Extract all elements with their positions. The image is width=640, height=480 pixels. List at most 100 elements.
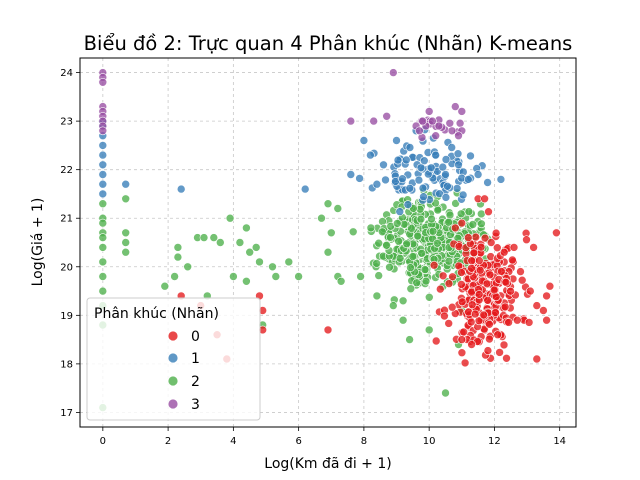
scatter-point-1	[359, 136, 369, 145]
scatter-point-1	[372, 179, 382, 189]
scatter-point-1	[98, 160, 108, 170]
scatter-point-0	[444, 319, 454, 328]
y-tick-label: 21	[60, 214, 73, 225]
scatter-point-2	[398, 315, 408, 325]
scatter-point-2	[468, 220, 478, 229]
scatter-point-0	[474, 290, 484, 299]
scatter-point-2	[216, 238, 225, 247]
scatter-point-2	[412, 278, 422, 288]
scatter-point-0	[429, 260, 439, 270]
scatter-point-2	[242, 276, 251, 286]
scatter-point-1	[458, 190, 468, 200]
scatter-point-2	[427, 214, 436, 224]
scatter-point-1	[355, 174, 364, 183]
scatter-point-0	[489, 285, 499, 295]
scatter-point-2	[271, 272, 281, 281]
scatter-point-1	[441, 155, 451, 164]
legend-label-3: 3	[191, 397, 200, 413]
scatter-point-2	[356, 272, 365, 281]
scatter-point-3	[447, 126, 457, 136]
scatter-point-2	[395, 253, 405, 263]
scatter-point-2	[451, 199, 460, 208]
scatter-point-0	[444, 279, 454, 288]
scatter-point-0	[522, 235, 531, 244]
scatter-point-3	[450, 102, 460, 111]
scatter-point-0	[542, 291, 551, 301]
scatter-point-2	[406, 284, 416, 294]
scatter-point-3	[98, 126, 108, 136]
x-tick-label: 14	[553, 436, 566, 447]
legend-title: Phân khúc (Nhãn)	[94, 306, 219, 322]
scatter-point-2	[444, 217, 453, 227]
scatter-point-2	[245, 247, 254, 257]
scatter-point-0	[482, 279, 492, 289]
scatter-point-2	[444, 256, 454, 266]
scatter-point-0	[480, 194, 489, 204]
scatter-point-3	[434, 121, 444, 131]
scatter-point-1	[463, 175, 473, 184]
scatter-point-0	[457, 218, 467, 228]
scatter-point-0	[492, 243, 502, 252]
scatter-point-0	[499, 340, 509, 350]
scatter-point-1	[392, 136, 401, 145]
scatter-point-0	[431, 336, 441, 346]
scatter-point-2	[424, 292, 434, 302]
scatter-point-1	[454, 160, 463, 170]
scatter-point-0	[552, 228, 561, 238]
scatter-point-2	[374, 271, 384, 280]
scatter-point-2	[392, 219, 402, 228]
scatter-point-0	[474, 256, 484, 265]
scatter-point-1	[98, 189, 108, 199]
scatter-point-2	[160, 281, 170, 291]
x-tick-label: 0	[100, 436, 106, 447]
x-tick-label: 4	[230, 436, 236, 447]
scatter-point-1	[393, 155, 403, 165]
scatter-point-2	[424, 325, 434, 335]
scatter-point-2	[170, 272, 179, 281]
scatter-point-1	[466, 151, 475, 161]
scatter-point-3	[445, 119, 455, 128]
scatter-point-1	[435, 189, 444, 198]
grid	[80, 58, 576, 427]
scatter-point-2	[209, 233, 219, 242]
scatter-point-2	[173, 243, 183, 252]
y-tick-label: 23	[60, 117, 73, 128]
scatter-point-0	[502, 353, 511, 363]
chart-title: Biểu đồ 2: Trực quan 4 Phân khúc (Nhãn) …	[84, 32, 573, 55]
scatter-point-2	[456, 209, 466, 219]
scatter-point-3	[98, 78, 108, 87]
scatter-point-0	[501, 277, 511, 287]
scatter-point-2	[173, 252, 183, 262]
scatter-point-2	[407, 224, 416, 233]
y-tick-label: 24	[60, 68, 73, 79]
scatter-point-2	[405, 335, 414, 344]
scatter-point-0	[529, 243, 538, 252]
scatter-point-1	[447, 143, 457, 152]
scatter-point-0	[542, 315, 551, 325]
scatter-point-2	[420, 265, 430, 274]
scatter-point-0	[509, 243, 519, 252]
scatter-point-0	[493, 330, 503, 340]
scatter-point-0	[539, 306, 548, 315]
scatter-point-3	[418, 116, 427, 126]
scatter-point-1	[176, 184, 186, 194]
scatter-point-2	[408, 252, 418, 261]
scatter-point-0	[457, 297, 467, 307]
scatter-point-2	[98, 243, 108, 252]
data-points	[98, 68, 561, 412]
scatter-point-0	[476, 242, 486, 252]
legend-label-0: 0	[191, 329, 200, 345]
scatter-point-0	[508, 255, 517, 265]
scatter-point-2	[366, 223, 376, 233]
scatter-point-0	[525, 286, 535, 296]
legend: Phân khúc (Nhãn) 0 1 2 3	[86, 297, 261, 421]
legend-marker-1	[167, 352, 179, 364]
scatter-point-2	[294, 272, 303, 281]
scatter-point-2	[406, 263, 415, 272]
scatter-point-0	[485, 270, 495, 280]
scatter-point-0	[517, 275, 527, 285]
scatter-point-1	[473, 170, 483, 179]
x-tick-label: 10	[423, 436, 436, 447]
scatter-point-2	[433, 239, 442, 248]
scatter-point-0	[438, 271, 448, 281]
